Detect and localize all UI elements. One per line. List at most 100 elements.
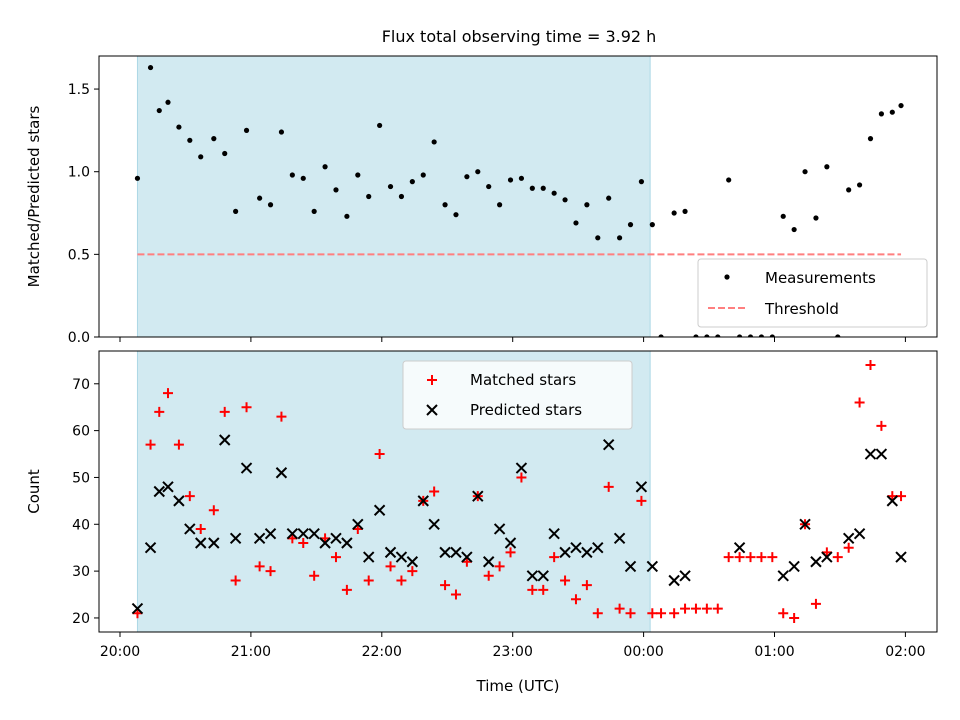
measurement-point [562,197,568,203]
x-tick-label: 21:00 [231,644,271,660]
predicted-star-point [886,495,899,507]
matched-star-point [789,612,800,623]
measurement-point [747,334,754,337]
matched-star-point [527,584,538,595]
plot-area [134,56,904,337]
y-tick-label: 1.5 [68,82,90,98]
matched-star-point [636,495,647,506]
matched-star-point [865,360,876,371]
measurement-point [595,235,601,241]
legend-box [697,258,928,328]
matched-star-point [614,603,625,614]
predicted-star-point [275,467,288,479]
matched-star-point [505,547,516,558]
predicted-star-point [472,490,484,502]
bottom-panel: 20 30 40 50 60 70 20:00 21:00 22:00 23:00 00:00 01:… [25,350,938,695]
legend-marker-matched [427,375,437,385]
predicted-star-point [526,570,539,582]
matched-star-point [173,439,184,450]
predicted-star-point [406,556,419,568]
matched-star-point [450,589,461,600]
predicted-star-point [493,523,506,535]
measurement-point [658,334,664,337]
predicted-star-point [864,448,877,460]
y-tick-label: 1.0 [68,165,90,181]
predicted-star-point [635,481,648,493]
measurement-point [311,208,317,214]
matched-star-point [341,584,352,595]
x-tick-label: 23:00 [493,644,533,660]
matched-star-point [560,575,571,586]
measurement-point [278,129,285,135]
matched-star-point [407,566,418,577]
matched-star-point [162,388,173,399]
predicted-star-point [144,541,157,554]
matched-star-point [712,603,723,614]
predicted-star-point [482,556,495,568]
y-tick-label: 60 [72,424,90,440]
measurement-point [606,195,612,201]
y-tick-label: 30 [72,564,90,580]
matched-star-point [778,608,789,619]
measurement-point [649,222,655,228]
predicted-star-point [229,532,242,545]
measurement-point [704,334,710,337]
measurement-point [409,179,415,185]
measurement-point [889,109,895,115]
legend: Measurements Threshold [697,258,928,328]
matched-star-point [241,402,252,413]
measurement-point [813,215,819,221]
predicted-star-point [515,462,528,474]
measurement-point [540,185,546,191]
measurement-point [475,169,481,175]
predicted-star-point [853,527,866,540]
measurement-point [518,175,525,181]
matched-star-point [876,420,887,431]
measurement-point [802,169,808,175]
predicted-star-point [624,560,637,573]
measurement-point [464,174,470,180]
matched-star-point [843,542,854,553]
matched-star-point [767,552,778,563]
measurement-point [431,139,437,145]
matched-star-point [230,575,241,586]
measurement-point [715,334,721,337]
measurement-point [867,136,874,142]
y-tick-label: 50 [72,470,90,486]
matched-star-point [680,603,691,614]
matched-star-point [429,486,440,497]
y-axis-label: Matched/Predicted stars [25,106,43,288]
measurement-point [638,179,645,185]
predicted-star-point [875,448,888,460]
measurement-point [156,107,162,114]
measurement-point [486,183,492,190]
measurement-point [398,193,405,200]
measurement-point [758,334,765,337]
predicted-star-point [417,495,429,507]
matched-star-point [549,552,560,563]
axes-frame [98,350,938,633]
predicted-star-point [537,570,549,582]
predicted-star-point [450,546,462,559]
predicted-star-point [777,570,789,582]
measurement-point [627,222,634,228]
legend-marker-predicted [426,404,438,416]
measurement-point [682,208,688,214]
matched-star-point [538,584,549,595]
measurement-point [835,334,841,337]
predicted-star-point [821,551,833,563]
matched-star-point [625,608,636,619]
predicted-star-point [240,462,253,474]
axes-frame [98,55,938,338]
matched-star-point [581,580,592,591]
predicted-star-point [788,560,800,573]
measurement-point [529,185,535,191]
measurement-point [671,210,677,216]
measurement-point [134,175,141,181]
measurement-point [198,154,204,160]
measurement-point [584,202,590,208]
matched-star-point [363,575,374,586]
predicted-star-point [602,438,615,451]
matched-star-point [756,552,767,563]
predicted-star-point [219,434,231,446]
